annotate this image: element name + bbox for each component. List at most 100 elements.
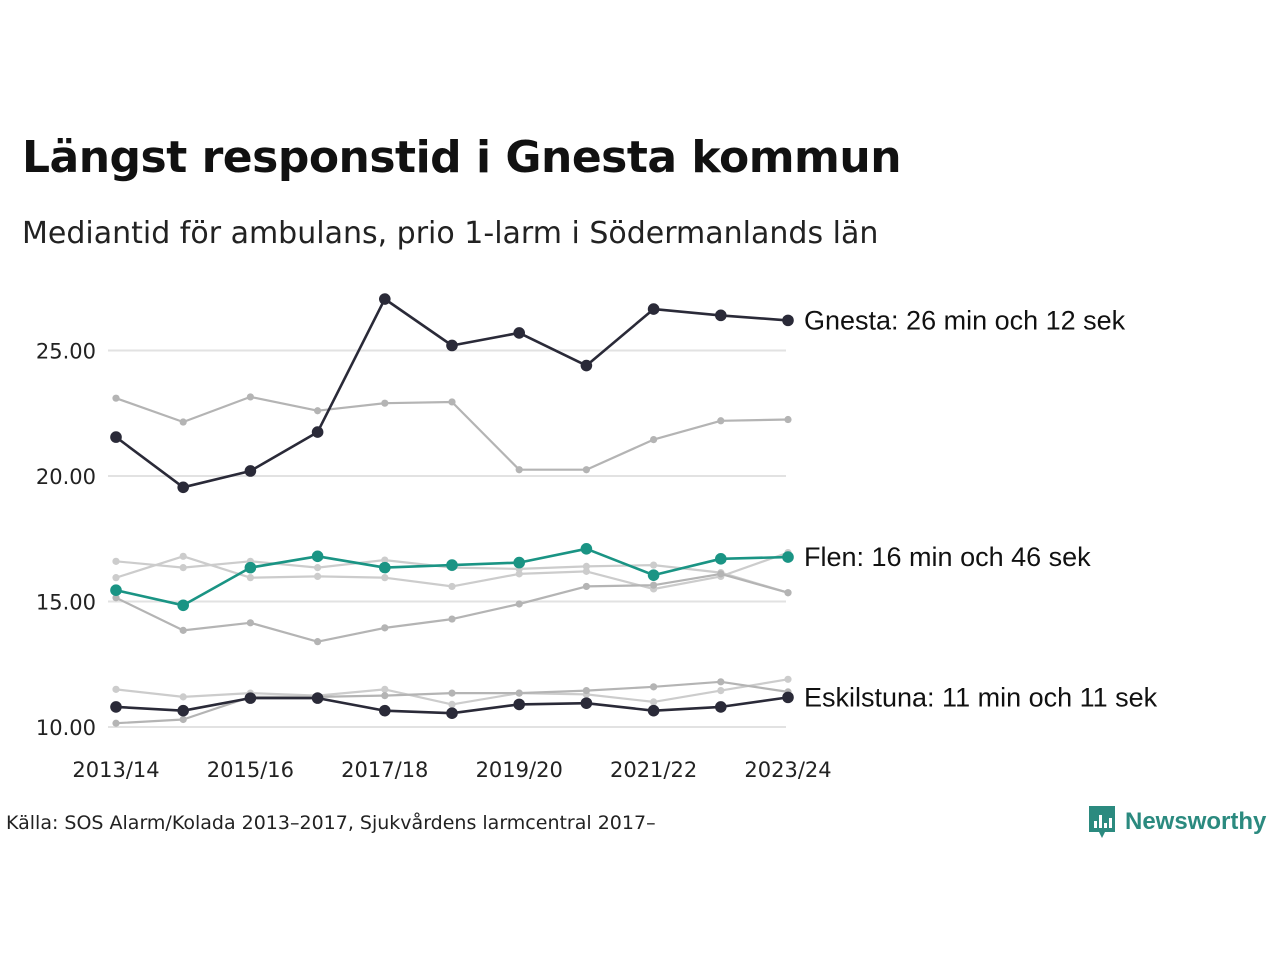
y-tick-label: 15.00 (36, 591, 96, 615)
y-tick-label: 25.00 (36, 340, 96, 364)
data-point (244, 561, 257, 574)
data-point (515, 600, 523, 608)
data-point (515, 689, 523, 697)
data-point (381, 685, 389, 693)
data-point (446, 339, 458, 352)
data-point (179, 564, 187, 572)
data-point (314, 638, 322, 646)
data-point (379, 561, 391, 574)
data-point (446, 707, 458, 719)
data-point (246, 619, 254, 627)
data-point (448, 398, 456, 406)
data-point (311, 550, 324, 563)
data-point (647, 303, 660, 315)
series-line-other (115, 395, 789, 471)
data-point (650, 561, 658, 569)
data-point (580, 542, 593, 555)
data-point (381, 574, 389, 582)
series-line-gnesta (115, 297, 789, 489)
x-tick-label: 2023/24 (744, 758, 831, 782)
series-line-flen (115, 547, 789, 607)
data-point (110, 584, 122, 597)
data-point (246, 393, 254, 401)
data-point (112, 394, 120, 402)
data-point (650, 683, 658, 691)
data-point (784, 589, 792, 597)
chart-subtitle: Mediantid för ambulans, prio 1-larm i Sö… (22, 216, 879, 251)
data-point (647, 704, 660, 717)
brand: Newsworthy (1087, 804, 1266, 840)
data-point (580, 359, 593, 372)
data-point (381, 399, 389, 407)
data-point (179, 552, 187, 560)
data-point (381, 556, 389, 564)
series-label-flen: Flen: 16 min och 46 sek (804, 542, 1091, 572)
chart-title: Längst responstid i Gnesta kommun (22, 132, 902, 183)
data-point (782, 314, 794, 327)
x-tick-label: 2015/16 (207, 758, 294, 782)
data-point (179, 715, 187, 724)
data-point (244, 692, 257, 704)
x-tick-label: 2021/22 (610, 758, 697, 782)
y-tick-label: 20.00 (36, 465, 96, 489)
data-point (112, 685, 120, 693)
data-point (650, 581, 658, 589)
data-point (379, 704, 391, 717)
data-point (448, 615, 456, 623)
data-point (311, 426, 324, 438)
data-point (513, 556, 525, 569)
data-point (112, 719, 120, 727)
data-point (650, 436, 658, 444)
data-point (179, 626, 187, 634)
data-point (381, 624, 389, 632)
data-point (448, 700, 456, 709)
data-point (515, 466, 523, 474)
data-point (112, 594, 120, 602)
data-point (179, 693, 187, 701)
y-tick-label: 10.00 (36, 716, 96, 740)
data-point (582, 582, 591, 591)
data-point (110, 431, 122, 443)
data-point (782, 691, 794, 704)
data-point (717, 570, 725, 578)
data-point (784, 415, 792, 424)
data-point (715, 701, 727, 713)
data-point (717, 417, 725, 425)
data-point (112, 557, 120, 565)
data-point (112, 574, 120, 582)
data-point (715, 309, 727, 322)
data-point (582, 466, 591, 474)
data-point (650, 698, 658, 706)
data-point (782, 551, 794, 563)
data-point (448, 689, 456, 697)
data-point (446, 559, 458, 571)
data-point (110, 701, 122, 713)
source-note: Källa: SOS Alarm/Kolada 2013–2017, Sjukv… (6, 812, 656, 834)
data-point (177, 599, 189, 612)
data-point (177, 481, 189, 494)
data-point (311, 692, 324, 704)
data-point (246, 574, 254, 582)
data-point (580, 697, 593, 709)
data-point (784, 675, 792, 683)
data-point (513, 327, 525, 339)
series-label-eskilstuna: Eskilstuna: 11 min och 11 sek (804, 682, 1158, 712)
data-point (582, 687, 591, 695)
brand-name: Newsworthy (1125, 808, 1267, 835)
data-point (717, 678, 725, 686)
data-point (515, 570, 523, 578)
data-point (179, 418, 187, 426)
data-point (582, 562, 591, 570)
data-point (647, 569, 660, 581)
data-point (381, 692, 389, 700)
data-point (177, 704, 189, 717)
x-tick-label: 2013/14 (72, 758, 159, 782)
series-label-gnesta: Gnesta: 26 min och 12 sek (804, 305, 1126, 335)
data-point (379, 293, 391, 305)
data-point (715, 553, 727, 565)
data-point (513, 698, 525, 711)
data-point (314, 572, 322, 581)
data-point (314, 407, 322, 415)
data-point (244, 465, 257, 477)
